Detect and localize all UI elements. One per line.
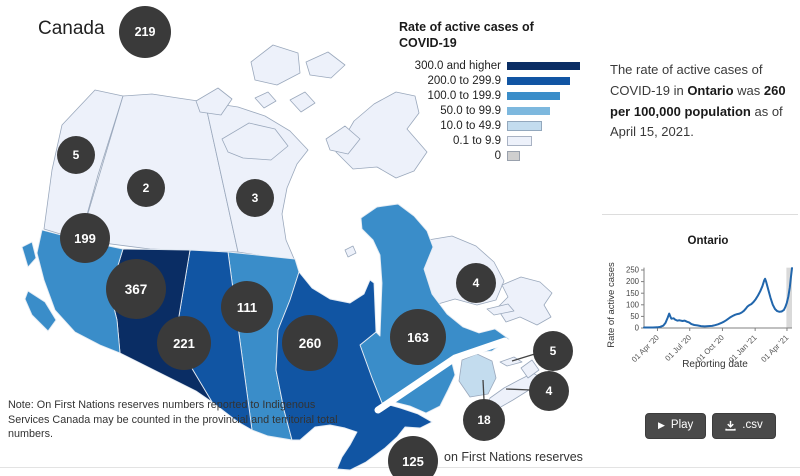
legend-item-label: 200.0 to 299.9 — [427, 75, 501, 88]
chart-y-tick-label: 0 — [635, 324, 640, 333]
legend-item[interactable]: 0.1 to 9.9 — [399, 134, 599, 148]
country-label: Canada — [38, 18, 105, 39]
region-bubble-prince-edward-island[interactable]: 5 — [533, 331, 573, 371]
region-bubble-quebec[interactable]: 163 — [390, 309, 446, 365]
panel-divider — [602, 214, 798, 215]
map-island-arctic-small-2[interactable] — [254, 91, 277, 109]
map-island-banks[interactable] — [195, 87, 233, 116]
map-legend: Rate of active cases of COVID-19 300.0 a… — [399, 20, 599, 163]
chart-highlight-band — [786, 267, 792, 328]
legend-item-label: 100.0 to 199.9 — [427, 90, 501, 103]
first-nations-reserves-label: on First Nations reserves — [444, 450, 583, 464]
map-island-victoria[interactable] — [221, 122, 289, 161]
legend-item-label: 50.0 to 99.9 — [440, 105, 501, 118]
chart-x-tick-label: 01 Apr '20 — [630, 333, 661, 364]
legend-item-swatch — [507, 92, 560, 101]
chart-x-tick-label: 01 Apr '21 — [759, 333, 790, 364]
region-bubble-manitoba[interactable]: 111 — [221, 281, 273, 333]
chart-x-axis-title: Reporting date — [682, 359, 748, 370]
chart-x-tick-label: 01 Jul '20 — [663, 333, 693, 363]
map-island-southampton[interactable] — [325, 125, 361, 155]
play-button[interactable]: ▶ Play — [645, 413, 707, 439]
legend-item[interactable]: 100.0 to 199.9 — [399, 89, 599, 103]
legend-item[interactable]: 0 — [399, 149, 599, 163]
legend-item-label: 0.1 to 9.9 — [453, 135, 501, 148]
chart-x-tick-label: 01 Oct '20 — [695, 333, 727, 365]
st-lawrence-river — [374, 337, 509, 414]
chart-controls: ▶ Play .csv — [645, 413, 776, 439]
region-bubble-alberta[interactable]: 367 — [106, 259, 166, 319]
map-island-devon[interactable] — [305, 51, 346, 79]
region-bubble-british-columbia[interactable]: 199 — [60, 213, 110, 263]
legend-item-swatch — [507, 151, 520, 162]
legend-item-swatch — [507, 62, 580, 71]
chart-y-tick-label: 100 — [626, 300, 640, 309]
footnote: Note: On First Nations reserves numbers … — [8, 399, 338, 441]
region-bubble-nunavut[interactable]: 3 — [236, 179, 274, 217]
map-region-new-brunswick[interactable] — [458, 353, 497, 398]
map-island-arctic-small-1[interactable] — [289, 91, 316, 113]
region-bubble-ontario[interactable]: 260 — [282, 315, 338, 371]
legend-item[interactable]: 10.0 to 49.9 — [399, 119, 599, 133]
map-island-belcher[interactable] — [344, 245, 357, 258]
download-icon — [725, 420, 736, 431]
chart-y-tick-label: 250 — [626, 266, 640, 275]
legend-item-label: 10.0 to 49.9 — [440, 120, 501, 133]
region-bubble-northwest-territories[interactable]: 2 — [127, 169, 165, 207]
chart-y-tick-label: 150 — [626, 289, 640, 298]
chart-y-tick-label: 50 — [630, 312, 639, 321]
region-bubble-first-nations-reserves[interactable]: 125 — [388, 436, 438, 476]
region-bubble-new-brunswick[interactable]: 18 — [463, 399, 505, 441]
legend-title: Rate of active cases of COVID-19 — [399, 20, 534, 50]
map-region-quebec[interactable] — [359, 203, 510, 414]
map-island-cape-breton[interactable] — [520, 359, 540, 379]
description-text: The rate of active cases of COVID-19 in … — [610, 62, 786, 140]
csv-download-button[interactable]: .csv — [712, 413, 776, 439]
legend-item-swatch — [507, 77, 570, 86]
chart-y-tick-label: 200 — [626, 277, 640, 286]
legend-item-label: 300.0 and higher — [414, 60, 501, 73]
region-bubble-yukon[interactable]: 5 — [57, 136, 95, 174]
region-bubble-canada[interactable]: 219 — [119, 6, 171, 58]
region-bubble-newfoundland-and-labrador[interactable]: 4 — [456, 263, 496, 303]
legend-item[interactable]: 300.0 and higher — [399, 59, 599, 73]
map-region-newfoundland[interactable] — [496, 276, 553, 326]
ontario-trend-chart: 0 50 100 150 200 250 01 Apr '20 01 Jul '20 01 Oc… — [626, 266, 793, 365]
map-island-baffin[interactable] — [335, 91, 428, 179]
chart-title: Ontario — [687, 235, 729, 247]
map-region-british-columbia[interactable] — [36, 229, 124, 354]
region-bubble-saskatchewan[interactable]: 221 — [157, 316, 211, 370]
map-island-vancouver[interactable] — [24, 290, 57, 332]
legend-item-swatch — [507, 136, 532, 147]
legend-item[interactable]: 50.0 to 99.9 — [399, 104, 599, 118]
map-island-ellesmere[interactable] — [250, 44, 301, 86]
chart-x-tick-label: 01 Jan '21 — [727, 333, 759, 365]
play-icon: ▶ — [658, 420, 665, 431]
map-island-anticosti[interactable] — [486, 303, 515, 316]
map-island-haida-gwaii[interactable] — [21, 241, 37, 268]
chart-series-line — [643, 267, 793, 329]
legend-item-swatch — [507, 121, 542, 132]
region-bubble-nova-scotia[interactable]: 4 — [529, 371, 569, 411]
legend-item-label: 0 — [494, 150, 501, 163]
legend-item[interactable]: 200.0 to 299.9 — [399, 74, 599, 88]
legend-item-swatch — [507, 107, 550, 116]
